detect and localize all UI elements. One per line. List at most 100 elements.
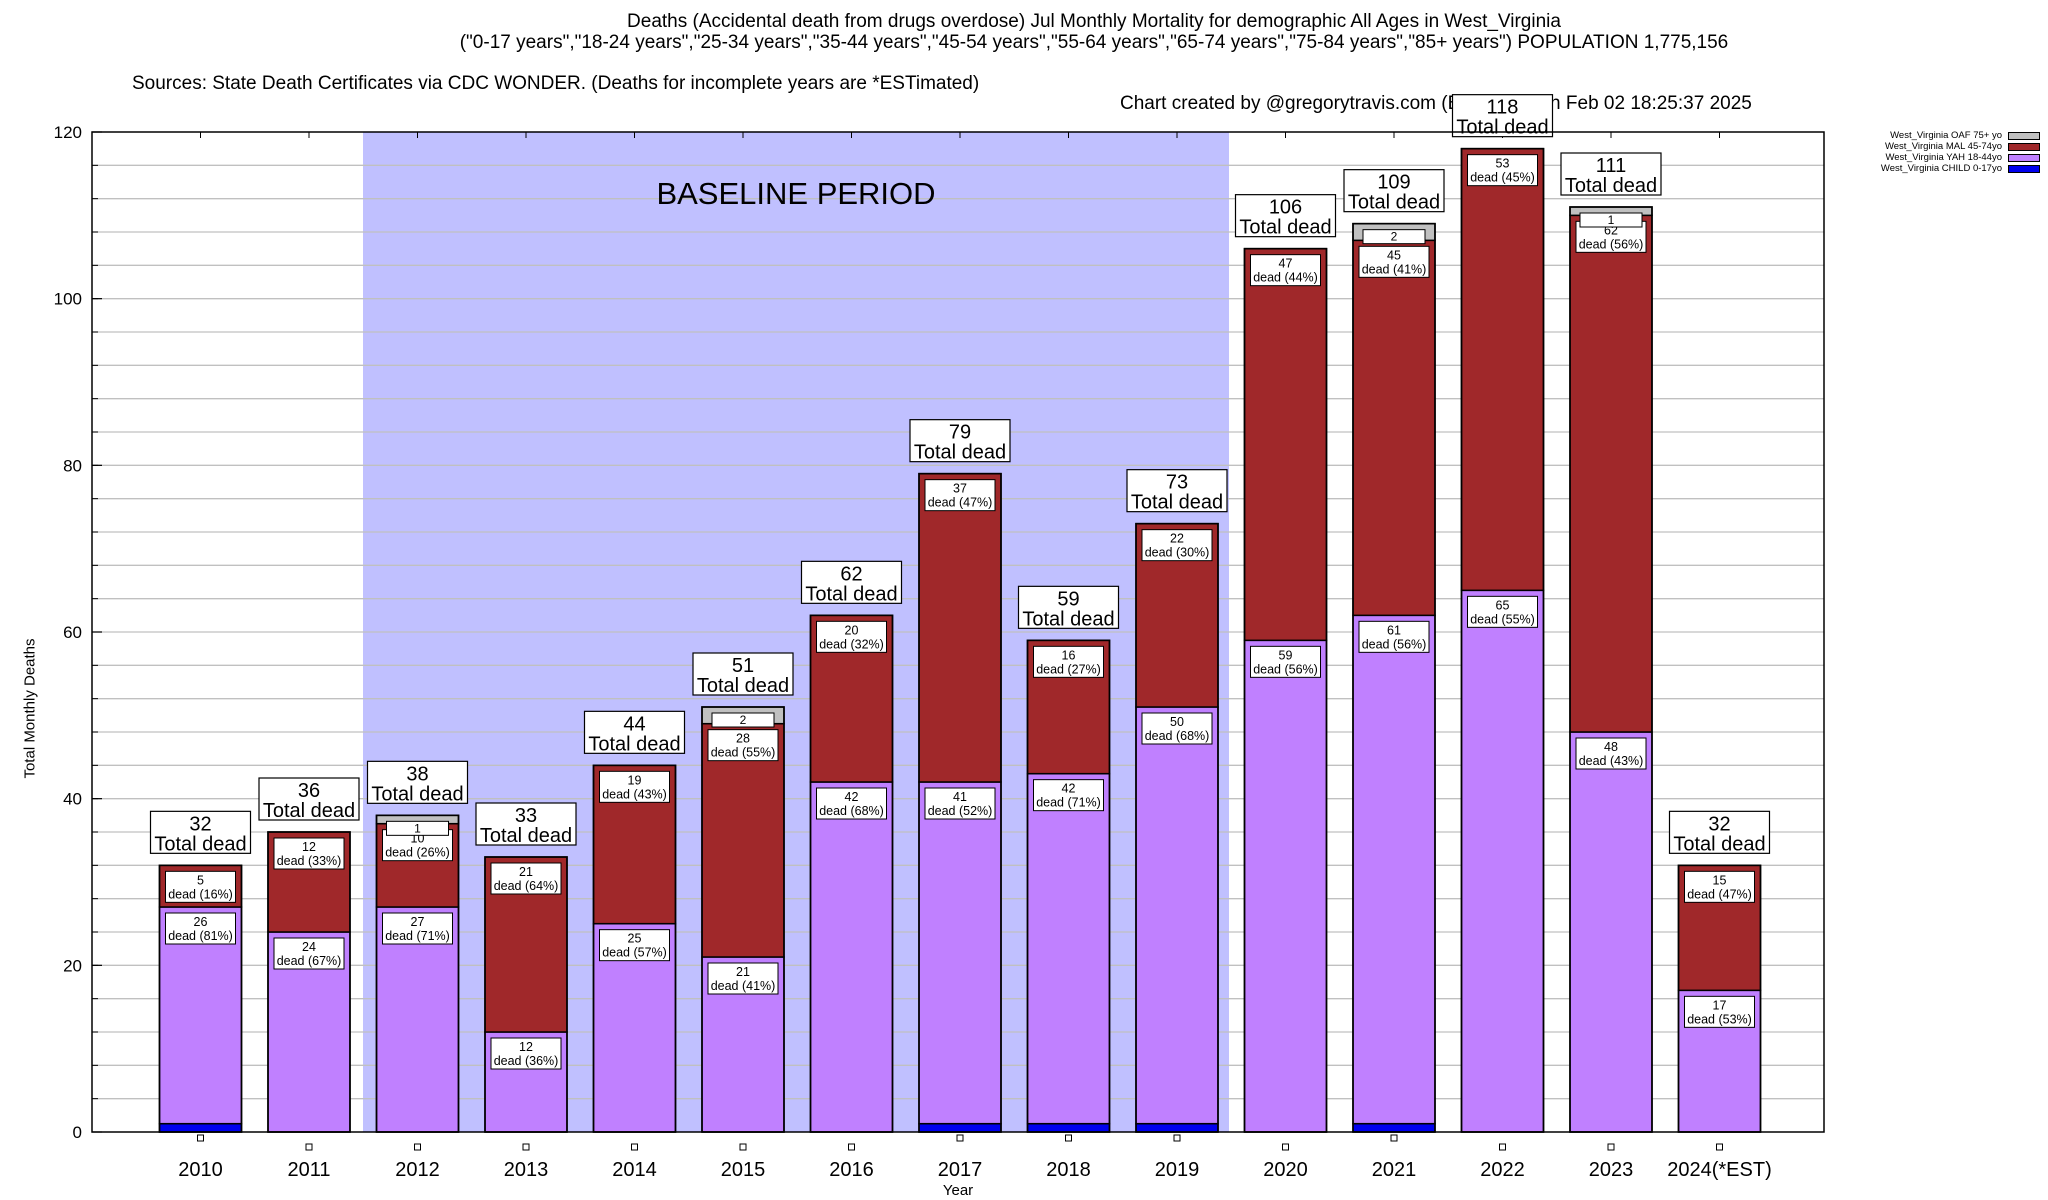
total-label-box [800,560,903,604]
segment-label-box [707,962,779,995]
segment-label-box [924,479,996,512]
segment-label-value: 47 [1279,257,1293,271]
segment-label-value: 45 [1387,248,1401,262]
segment-label-value: 21 [519,865,533,879]
total-label-box [909,419,1011,463]
bar-segment [1352,239,1436,617]
y-tick-label: 0 [73,1123,82,1142]
segment-label-box [1684,995,1755,1028]
total-label-box [583,710,686,754]
legend-swatch [2008,164,2040,173]
total-label-box [475,802,577,846]
chart-subtitle: ("0-17 years","18-24 years","25-34 years… [459,32,1729,53]
segment-label-value: 61 [1387,623,1401,637]
segment-label-pct: dead (55%) [1470,612,1535,626]
total-label-value: 44 [623,713,645,735]
x-point-marker [1282,1143,1289,1151]
total-label-value: 79 [949,422,971,444]
bar-segment [158,1122,243,1133]
bar-segment [918,781,1002,1125]
segment-label-box [1033,779,1104,812]
segment-label-pct: dead (68%) [819,804,884,818]
segment-label-pct: dead (45%) [1470,171,1535,185]
total-label-text: Total dead [371,783,463,805]
x-point-marker [1499,1143,1506,1151]
bar-segment [1460,147,1545,592]
segment-label-box [382,912,453,945]
total-label-value: 118 [1487,97,1519,119]
segment-label-box [1141,529,1213,562]
bar-segment [918,1122,1002,1133]
segment-label-box [1358,245,1430,278]
segment-label-value: 2 [1391,230,1398,244]
sources-note: Sources: State Death Certificates via CD… [132,73,980,94]
segment-label-value: 42 [1062,782,1076,796]
segment-label-box [1362,229,1426,245]
segment-label-value: 22 [1170,532,1184,546]
segment-label-pct: dead (33%) [277,854,342,868]
bar-segment [1352,614,1436,1125]
segment-label-pct: dead (56%) [1362,637,1427,651]
x-point-marker [1173,1134,1181,1142]
total-label-text: Total dead [914,442,1006,464]
total-label-text: Total dead [1131,492,1223,514]
bar-segment [1243,639,1328,1133]
bar-segment [809,781,894,1133]
x-axis-label: Year [943,1182,973,1199]
segment-label-pct: dead (67%) [277,954,342,968]
segment-label-pct: dead (53%) [1687,1012,1752,1026]
total-label-box [1668,810,1771,854]
total-label-value: 38 [406,763,428,785]
y-tick-label: 120 [54,123,82,142]
total-label-text: Total dead [1239,217,1331,239]
bar-segment [1569,214,1653,733]
x-tick-label: 2012 [395,1159,440,1181]
total-label-value: 33 [515,805,537,827]
total-label-box [1234,194,1337,238]
segment-label-pct: dead (27%) [1036,662,1101,676]
segment-label-box [490,862,562,895]
x-point-marker [1390,1134,1398,1142]
x-point-marker [305,1143,313,1151]
x-tick-label: 2011 [287,1159,330,1181]
segment-label-value: 41 [953,790,967,804]
segment-label-value: 37 [953,482,967,496]
x-point-marker [522,1143,530,1151]
segment-label-value: 21 [736,965,750,979]
y-tick-label: 100 [54,290,82,309]
total-label-text: Total dead [480,825,572,847]
segment-label-box [1579,212,1643,228]
segment-label-box [490,1037,562,1070]
segment-label-value: 26 [194,915,208,929]
total-label-text: Total dead [1456,117,1548,139]
x-point-marker [631,1143,638,1151]
legend-label: West_Virginia MAL 45-74yo [1884,141,2002,152]
segment-label-box [1575,737,1647,770]
total-label-value: 109 [1377,172,1410,194]
total-label-text: Total dead [1673,833,1765,855]
segment-label-box [1467,154,1538,187]
segment-label-value: 1 [1608,213,1615,227]
legend-item: West_Virginia YAH 18-44yo [1850,152,2040,163]
segment-label-box [273,937,345,970]
total-label-text: Total dead [1348,192,1440,214]
bar-segment [1026,1122,1111,1133]
segment-label-box [816,787,887,820]
segment-label-box [165,870,236,903]
x-tick-label: 2014 [612,1159,657,1181]
x-tick-label: 2018 [1046,1159,1091,1181]
total-label-box [1017,585,1120,629]
segment-label-box [707,729,779,762]
segment-label-value: 50 [1170,715,1184,729]
legend-item: West_Virginia CHILD 0-17yo [1850,163,2040,174]
segment-label-pct: dead (56%) [1579,237,1644,251]
total-label-box [258,777,360,821]
x-tick-label: 2024(*EST) [1667,1159,1772,1181]
total-label-box [1560,152,1662,196]
bar-segment [1352,1122,1436,1133]
total-label-value: 36 [298,780,320,802]
bar-segment [701,722,785,958]
x-point-marker [414,1143,421,1151]
legend-swatch [2008,153,2040,162]
total-label-box [1126,469,1228,513]
